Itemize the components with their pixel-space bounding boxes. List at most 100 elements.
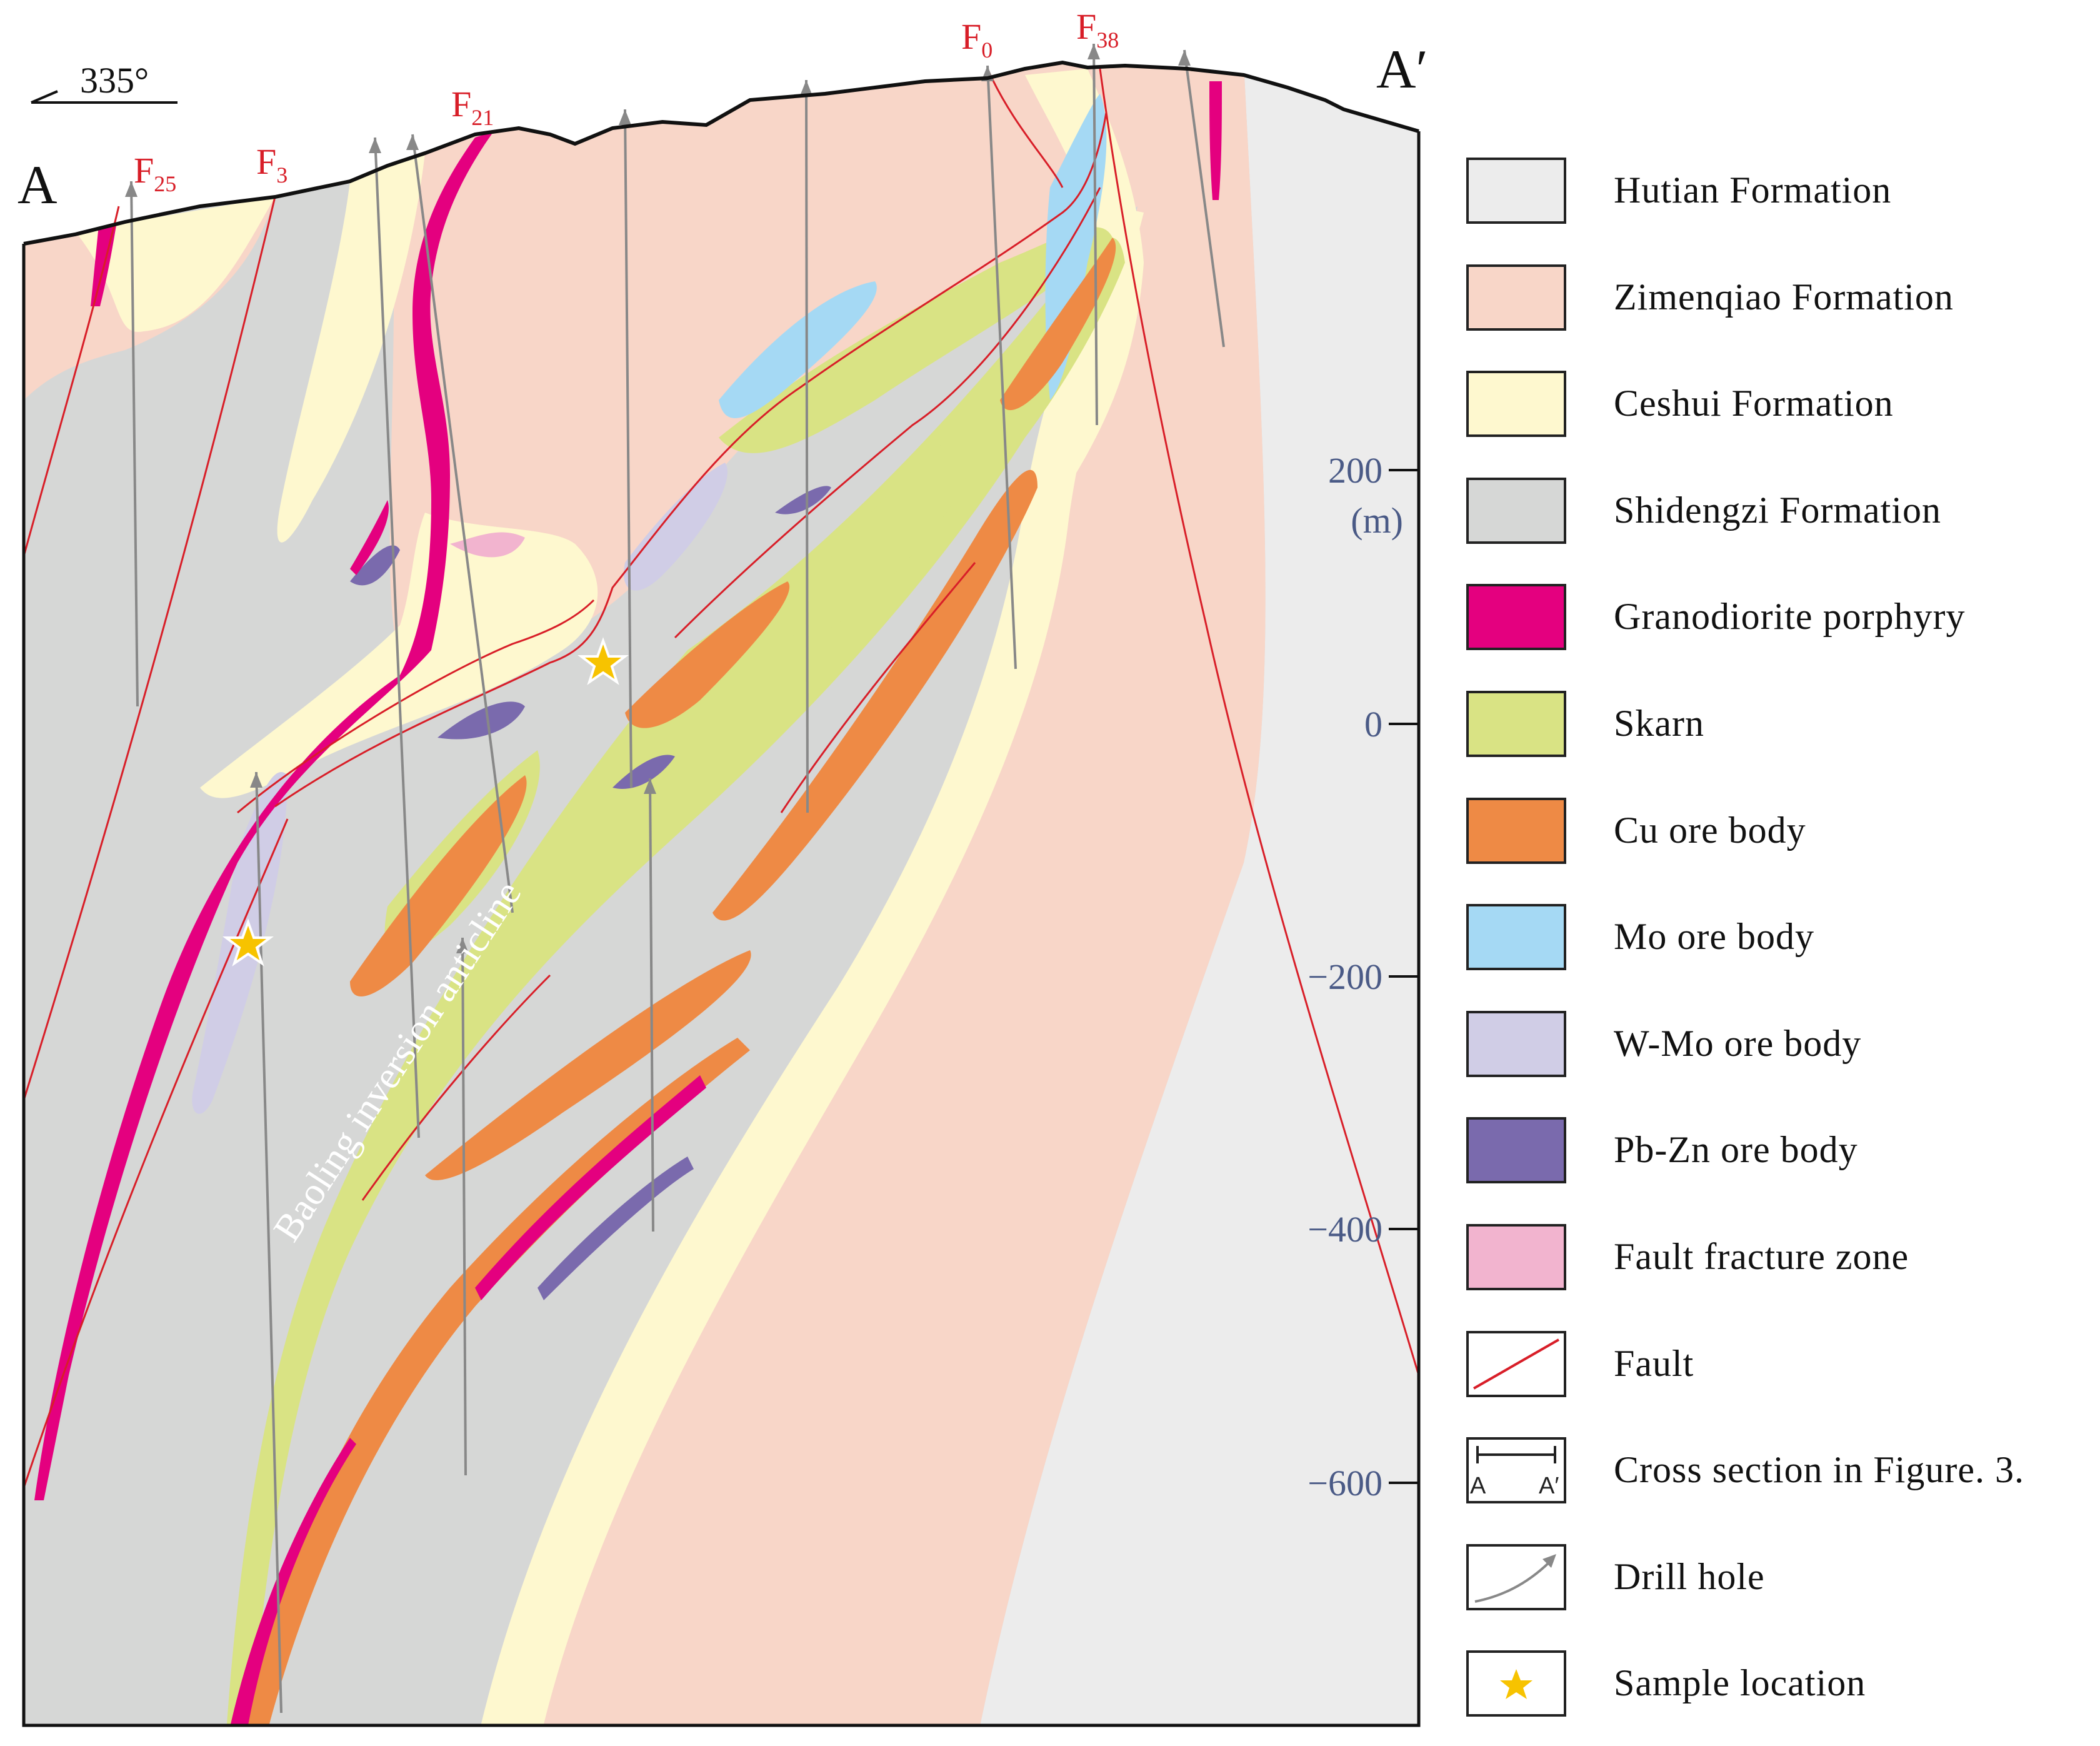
legend-label: Cu ore body [1614,810,1806,851]
drill-arrow-5 [456,938,469,953]
drill-hole-1 [130,181,139,707]
skarn-upper-belt [719,227,1112,453]
drill-arrow-1 [125,181,138,197]
legend-item: A A′ Cross section in Figure. 3. [1466,1437,2091,1506]
drill-hole-11 [1183,49,1225,348]
legend-label: Cross section in Figure. 3. [1614,1449,2024,1490]
drill-hole-10 [1092,43,1098,426]
drill-hole-3 [374,137,420,1138]
legend-label: Hutian Formation [1614,169,1892,211]
legend-swatch [1466,1011,1566,1077]
granodiorite-dike-toe [225,1438,356,1725]
legend-label: Drill hole [1614,1556,1765,1597]
legend-label: Zimenqiao Formation [1614,276,1954,318]
fault-line-west-lower [22,818,289,1488]
legend-label: Fault [1614,1343,1694,1384]
legend-label: Ceshui Formation [1614,383,1894,424]
svg-text:A: A [1470,1473,1486,1499]
pb-zn-ore-2 [350,545,400,586]
fault-line-detachment-2 [237,599,595,814]
fault-label-f21: F21 [451,84,494,130]
elevation-unit: (m) [1351,500,1403,541]
legend-label: Shidengzi Formation [1614,489,1941,531]
section-end-right: A′ [1376,39,1428,100]
drill-arrow-8 [800,80,812,96]
skarn-lens-mid [775,435,973,636]
fault-line-f38 [1099,68,1420,1376]
legend-swatch [1466,371,1566,437]
legend-swatch [1466,584,1566,650]
sample-location-star-2 [222,918,274,966]
drill-arrow-2 [250,772,262,788]
fault-lines [22,68,1420,1488]
legend-label: Skarn [1614,703,1704,744]
fault-legend-icon [1466,1331,1566,1397]
fault-line-detachment-3 [674,187,1101,639]
topographic-surface [23,60,1419,246]
ceshui-lens-f3 [277,153,425,543]
ceshui-top-east [1025,69,1144,475]
legend-item: Cu ore body [1466,798,2091,866]
fault-label-f25: F25 [134,150,176,196]
legend-swatch [1466,1117,1566,1183]
legend-swatch [1466,904,1566,970]
svg-text:A′: A′ [1539,1473,1559,1499]
legend-label: Sample location [1614,1662,1866,1703]
legend-item: Drill hole [1466,1544,2091,1613]
drill-hole-7 [649,778,654,1232]
legend-item: Fault [1466,1331,2091,1400]
elevation-tick-labels: 200 0 −200 −400 −600 [1308,450,1382,1503]
legend-label: Mo ore body [1614,916,1814,957]
granodiorite-small [350,500,389,575]
legend-item: Mo ore body [1466,904,2091,973]
legend-item: Granodiorite porphyry [1466,584,2091,653]
cu-ore-1 [625,581,790,728]
drill-hole-5 [461,937,467,1476]
drill-holes [130,43,1225,1713]
legend-swatch [1466,798,1566,864]
elevation-label-neg400: −400 [1308,1209,1382,1250]
fault-line-detachment [274,112,1108,808]
pb-zn-ore-1 [438,701,525,740]
hutian-formation-area [975,63,1419,1725]
legend-item: Shidengzi Formation [1466,478,2091,546]
legend-swatch [1466,478,1566,544]
drill-hole-2 [255,771,282,1713]
drill-hole-8 [805,79,809,813]
pb-zn-ore-4 [612,755,675,789]
legend-item: Zimenqiao Formation [1466,264,2091,333]
sample-location-star-1 [578,637,629,685]
fault-label-f3: F3 [256,141,288,188]
cu-ore-4 [350,775,527,996]
drill-hole-legend-icon [1466,1544,1566,1610]
legend-swatch [1466,691,1566,757]
legend-item: Hutian Formation [1466,158,2091,226]
fault-line-inner [361,974,551,1201]
drill-hole-9 [986,65,1017,670]
elevation-axis: 200 0 −200 −400 −600 (m) [1308,450,1419,1503]
legend-item: Fault fracture zone [1466,1224,2091,1293]
pb-zn-ore-3 [775,486,831,514]
legend-item: Pb-Zn ore body [1466,1117,2091,1186]
ceshui-lens-west [75,197,275,332]
cu-ore-5 [1000,238,1116,411]
granodiorite-dike-basal [475,1075,706,1300]
drill-arrow-6 [619,109,631,125]
legend-label: W-Mo ore body [1614,1023,1862,1064]
legend-swatch [1466,158,1566,224]
legend-item: W-Mo ore body [1466,1011,2091,1080]
drill-hole-6 [624,109,632,788]
elevation-ticks [1389,469,1419,1484]
legend-item: Ceshui Formation [1466,371,2091,439]
granodiorite-dike-east [1209,81,1222,200]
legend-swatch [1466,264,1566,331]
star-legend-icon [1466,1650,1566,1717]
legend-label: Pb-Zn ore body [1614,1129,1858,1170]
cu-ore-3 [425,950,751,1180]
mo-ore-upper [719,281,877,418]
drill-arrow-3 [369,138,381,153]
zimenqiao-formation-area [388,63,1266,1725]
elevation-label-neg200: −200 [1308,956,1382,997]
cu-ore-2 [712,469,1038,921]
